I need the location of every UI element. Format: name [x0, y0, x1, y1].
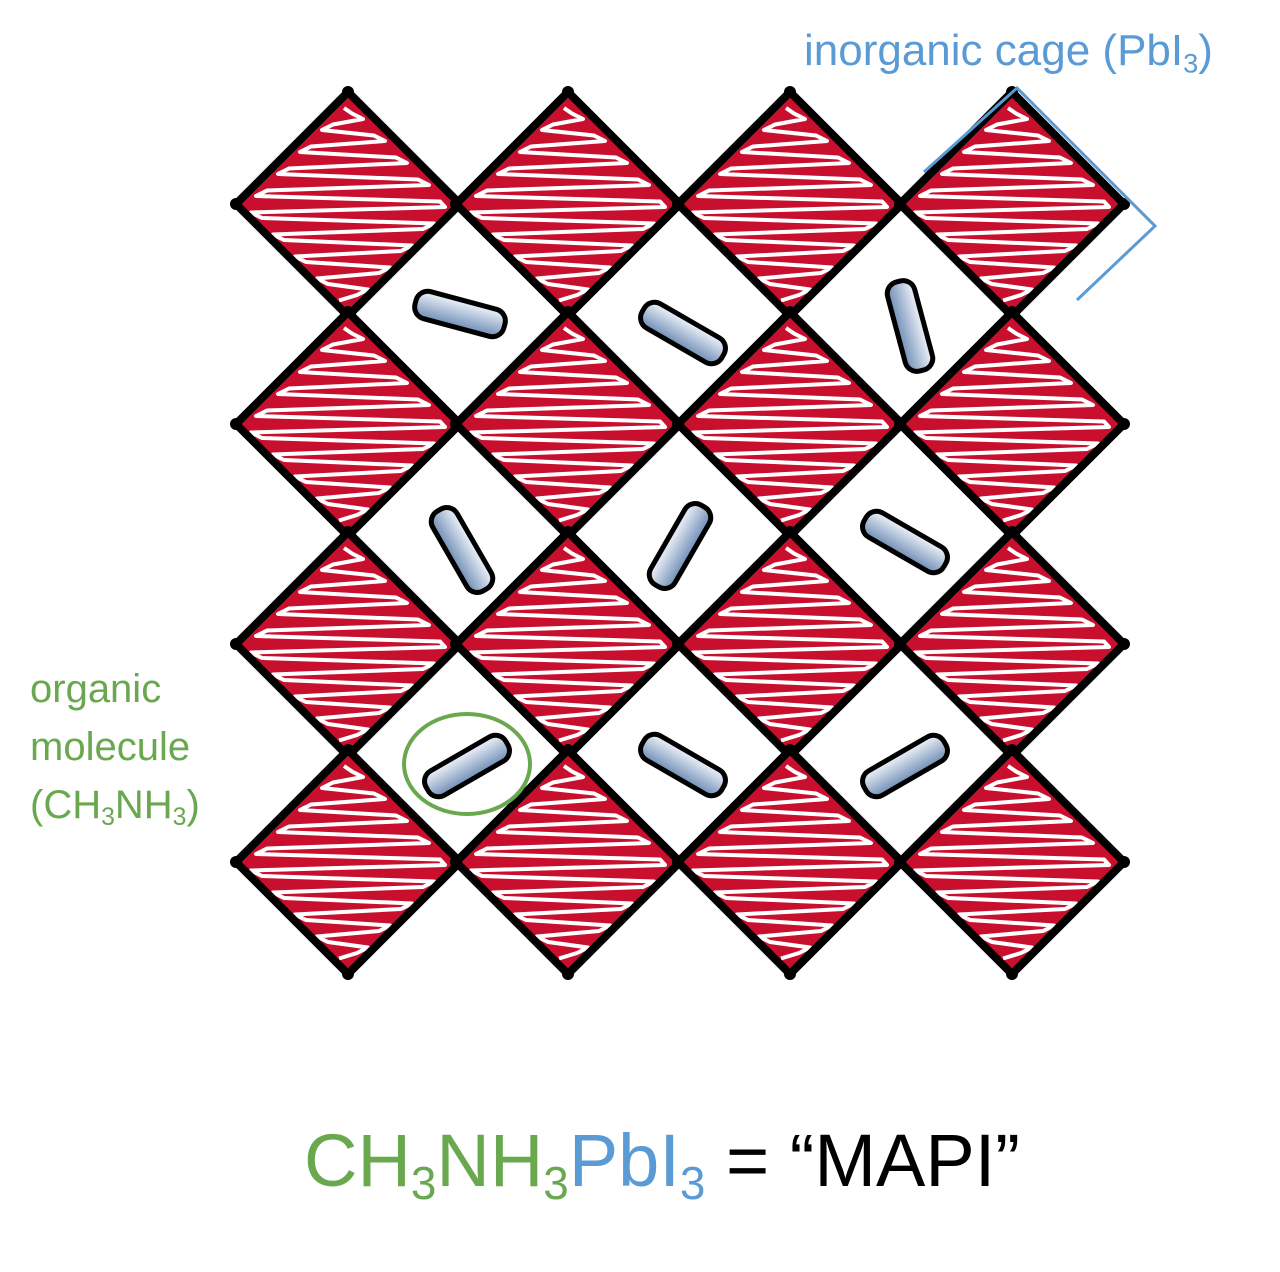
iodide-vertex [894, 856, 906, 868]
iodide-vertex [1006, 306, 1018, 318]
iodide-vertex [1118, 856, 1130, 868]
pbi6-octahedron [450, 306, 686, 542]
iodide-vertex [230, 418, 242, 430]
methylammonium-molecule [638, 731, 728, 799]
pbi6-octahedron [672, 86, 908, 322]
molecule-highlight-ellipse [402, 712, 532, 816]
methylammonium-molecule [646, 501, 714, 591]
iodide-vertex [672, 418, 684, 430]
pbi6-octahedron [672, 526, 908, 762]
methylammonium-molecule [428, 505, 496, 595]
iodide-vertex [1118, 638, 1130, 650]
iodide-vertex [450, 418, 462, 430]
iodide-vertex [562, 744, 574, 756]
methylammonium-molecule [884, 278, 936, 374]
iodide-vertex [1006, 968, 1018, 980]
iodide-vertex [784, 306, 796, 318]
iodide-vertex [894, 198, 906, 210]
iodide-vertex [784, 526, 796, 538]
iodide-vertex [672, 198, 684, 210]
pbi6-octahedron [672, 744, 908, 980]
iodide-vertex [1006, 526, 1018, 538]
iodide-vertex [562, 968, 574, 980]
pbi6-octahedron [450, 744, 686, 980]
octahedra-layer [230, 86, 1130, 980]
iodide-vertex [894, 638, 906, 650]
methylammonium-molecule [860, 732, 950, 800]
iodide-vertex [562, 86, 574, 98]
iodide-vertex [342, 306, 354, 318]
methylammonium-molecule [860, 508, 950, 576]
pbi6-octahedron [230, 526, 466, 762]
organic-molecule-label: organic molecule (CH3NH3) [30, 667, 200, 831]
pbi6-octahedron [230, 744, 466, 980]
annotations-layer [402, 85, 1158, 816]
pbi6-octahedron [230, 86, 466, 322]
methylammonium-molecule [638, 299, 728, 367]
iodide-vertex [562, 526, 574, 538]
iodide-vertex [672, 856, 684, 868]
iodide-vertex [1118, 418, 1130, 430]
iodide-vertex [342, 86, 354, 98]
pbi6-octahedron [450, 86, 686, 322]
iodide-vertex [1118, 198, 1130, 210]
iodide-vertex [450, 198, 462, 210]
pbi6-octahedron [894, 526, 1130, 762]
iodide-vertex [450, 638, 462, 650]
iodide-vertex [342, 968, 354, 980]
iodide-vertex [450, 856, 462, 868]
iodide-vertex [784, 86, 796, 98]
iodide-vertex [342, 744, 354, 756]
iodide-vertex [894, 418, 906, 430]
pbi6-octahedron [894, 744, 1130, 980]
cage-bracket [922, 85, 1158, 302]
iodide-vertex [342, 526, 354, 538]
iodide-vertex [230, 198, 242, 210]
iodide-vertex [230, 638, 242, 650]
pbi6-octahedron [894, 86, 1130, 322]
pbi6-octahedron [230, 306, 466, 542]
molecules-layer [412, 278, 950, 800]
iodide-vertex [1006, 744, 1018, 756]
methylammonium-molecule [412, 288, 508, 340]
iodide-vertex [562, 306, 574, 318]
iodide-vertex [672, 638, 684, 650]
iodide-vertex [784, 744, 796, 756]
iodide-vertex [230, 856, 242, 868]
mapi-formula: CH3NH3PbI3 = “MAPI” [304, 1119, 1020, 1209]
methylammonium-molecule [422, 732, 512, 800]
inorganic-cage-label: inorganic cage (PbI3) [804, 26, 1213, 79]
iodide-vertex [784, 968, 796, 980]
